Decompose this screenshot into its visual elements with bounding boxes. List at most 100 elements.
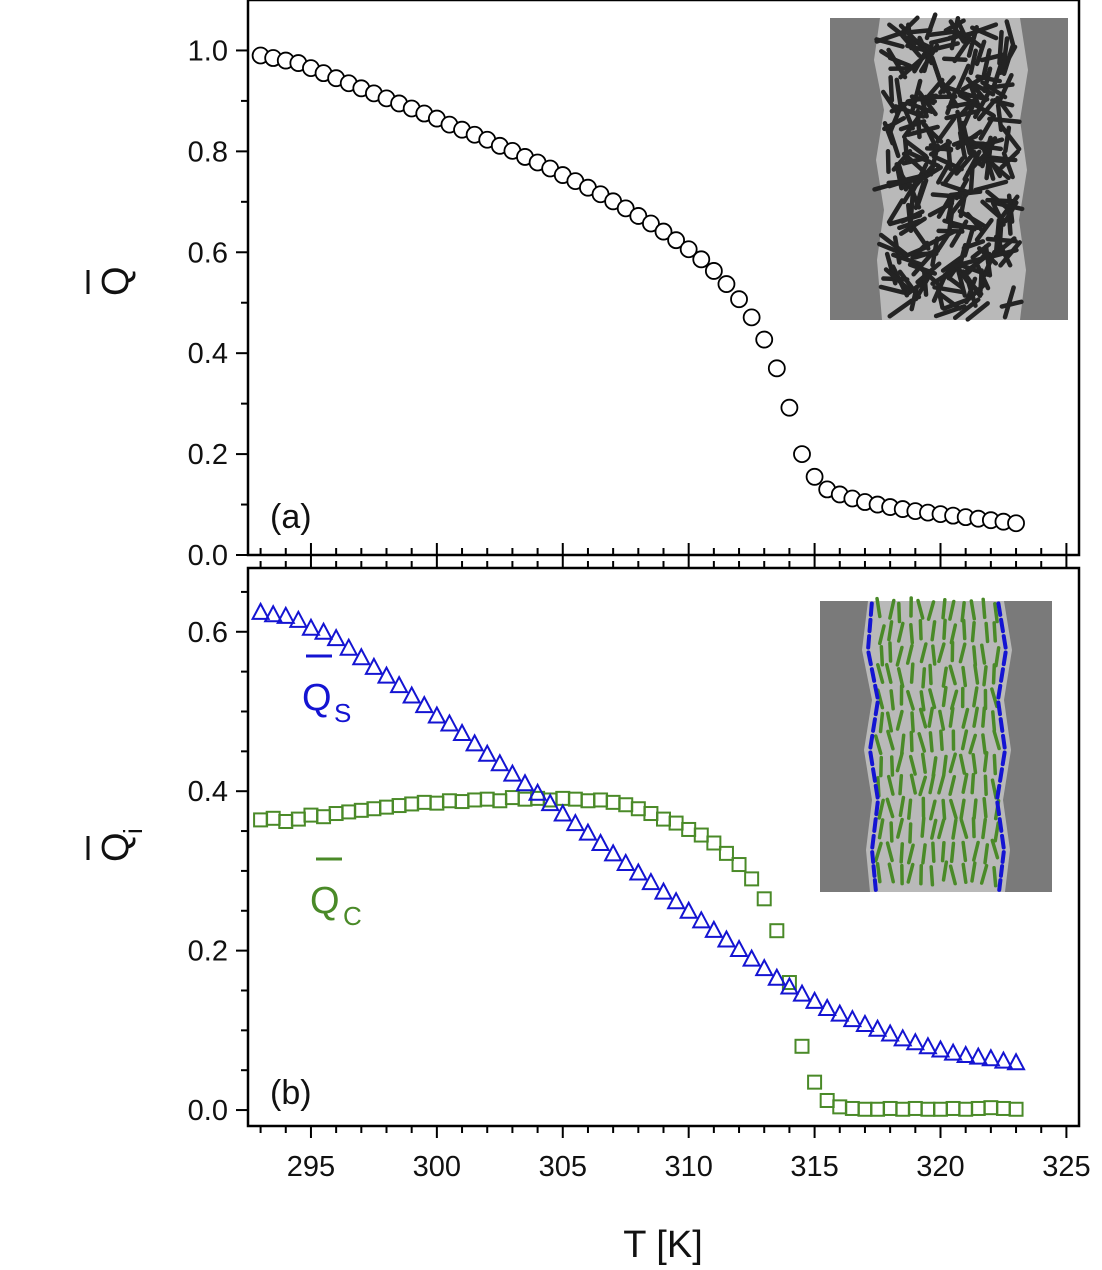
x-axis-title: T [K] <box>623 1224 703 1266</box>
rod <box>981 48 992 78</box>
rod-core <box>961 707 970 729</box>
rod-core <box>948 599 956 621</box>
rod <box>976 97 998 122</box>
rod <box>990 200 1025 212</box>
data-point-qs <box>326 628 346 647</box>
data-point-qs <box>578 822 598 841</box>
data-point-qc <box>920 1101 936 1117</box>
rod-core <box>909 662 915 684</box>
rod-core <box>895 709 904 731</box>
data-point-qs <box>464 733 485 752</box>
rod <box>931 41 960 52</box>
data-point-qc <box>731 857 747 873</box>
rod-core <box>906 689 915 711</box>
rod <box>942 272 965 290</box>
rod <box>971 102 996 118</box>
rod-core <box>983 843 990 865</box>
data-point-qs <box>477 743 497 762</box>
rod-core <box>887 620 894 642</box>
rod-core <box>971 753 978 775</box>
rod <box>933 304 967 319</box>
data-point-q <box>642 214 660 233</box>
rod <box>968 163 975 194</box>
x-tick-label: 325 <box>1042 1151 1090 1183</box>
rod-surface <box>999 667 1005 683</box>
rod <box>955 63 971 92</box>
rod <box>932 63 947 94</box>
inset-a-rods <box>872 12 1025 322</box>
panel-b-y-tick-labels: 0.0 0.2 0.4 0.6 <box>188 617 228 1127</box>
rod <box>891 252 923 267</box>
rod-core <box>981 817 987 840</box>
rod-core <box>886 774 895 796</box>
data-point-qs <box>880 1023 900 1042</box>
data-point-qc <box>983 1100 999 1116</box>
rod-core <box>948 752 957 774</box>
rod-core <box>909 622 915 645</box>
rod-core <box>972 645 978 667</box>
rod-core <box>984 621 990 644</box>
data-point-qs <box>1006 1052 1026 1071</box>
rod-core <box>948 774 957 796</box>
data-point-qs <box>527 782 548 801</box>
data-point-qs <box>653 881 674 900</box>
data-point-qs <box>250 601 271 620</box>
rod-surface <box>1001 634 1008 650</box>
rod <box>997 29 1004 66</box>
rod-core <box>982 750 989 773</box>
rod-core <box>961 862 968 884</box>
rod-core <box>898 795 906 818</box>
rod-core <box>958 642 967 664</box>
data-point-qc <box>945 1100 961 1116</box>
data-point-qs <box>540 793 560 812</box>
rod-core <box>874 841 883 863</box>
rod <box>931 275 947 303</box>
rod <box>906 101 935 114</box>
rod-core <box>941 860 949 882</box>
rod-surface <box>998 864 1005 878</box>
y-tick-label: 0.0 <box>188 540 228 572</box>
data-point-qs <box>918 1036 938 1055</box>
rod-core <box>971 816 976 839</box>
rod-core <box>937 818 946 840</box>
rod <box>975 156 1007 164</box>
rod-core <box>877 624 886 646</box>
data-point-qc <box>882 1100 898 1116</box>
data-point-qs <box>263 604 283 623</box>
x-tick-label: 305 <box>539 1151 587 1183</box>
panel-b-series-qs <box>250 601 1026 1071</box>
data-point-qc <box>718 845 734 861</box>
x-tick-label: 295 <box>287 1151 335 1183</box>
data-point-qc <box>416 794 432 810</box>
rod-core <box>972 706 979 728</box>
rod-surface <box>868 601 874 617</box>
rod-surface <box>996 683 1003 700</box>
data-point-qc <box>794 1038 810 1054</box>
data-point-qc <box>857 1101 873 1117</box>
data-point-q <box>767 359 786 378</box>
rod-core <box>983 774 988 796</box>
rod-core <box>920 752 927 774</box>
rod-core <box>961 618 967 641</box>
rod <box>902 137 910 163</box>
rod <box>980 199 1006 223</box>
data-point-qs <box>376 665 397 684</box>
data-point-qc <box>819 1092 835 1108</box>
rod <box>905 124 940 137</box>
panel-b-label: (b) <box>270 1074 312 1112</box>
rod-core <box>951 818 958 840</box>
data-point-qs <box>968 1046 988 1065</box>
rod-core <box>920 816 926 838</box>
data-point-qs <box>364 656 384 675</box>
rod <box>956 116 965 147</box>
rod-core <box>919 642 928 664</box>
data-point-qc <box>593 792 609 808</box>
rod <box>908 189 916 223</box>
rod <box>943 156 965 184</box>
rod-core <box>992 621 998 643</box>
rod <box>995 95 1013 119</box>
data-point-qs <box>867 1018 888 1037</box>
rod-surface <box>871 864 877 878</box>
data-point-q <box>780 398 799 417</box>
